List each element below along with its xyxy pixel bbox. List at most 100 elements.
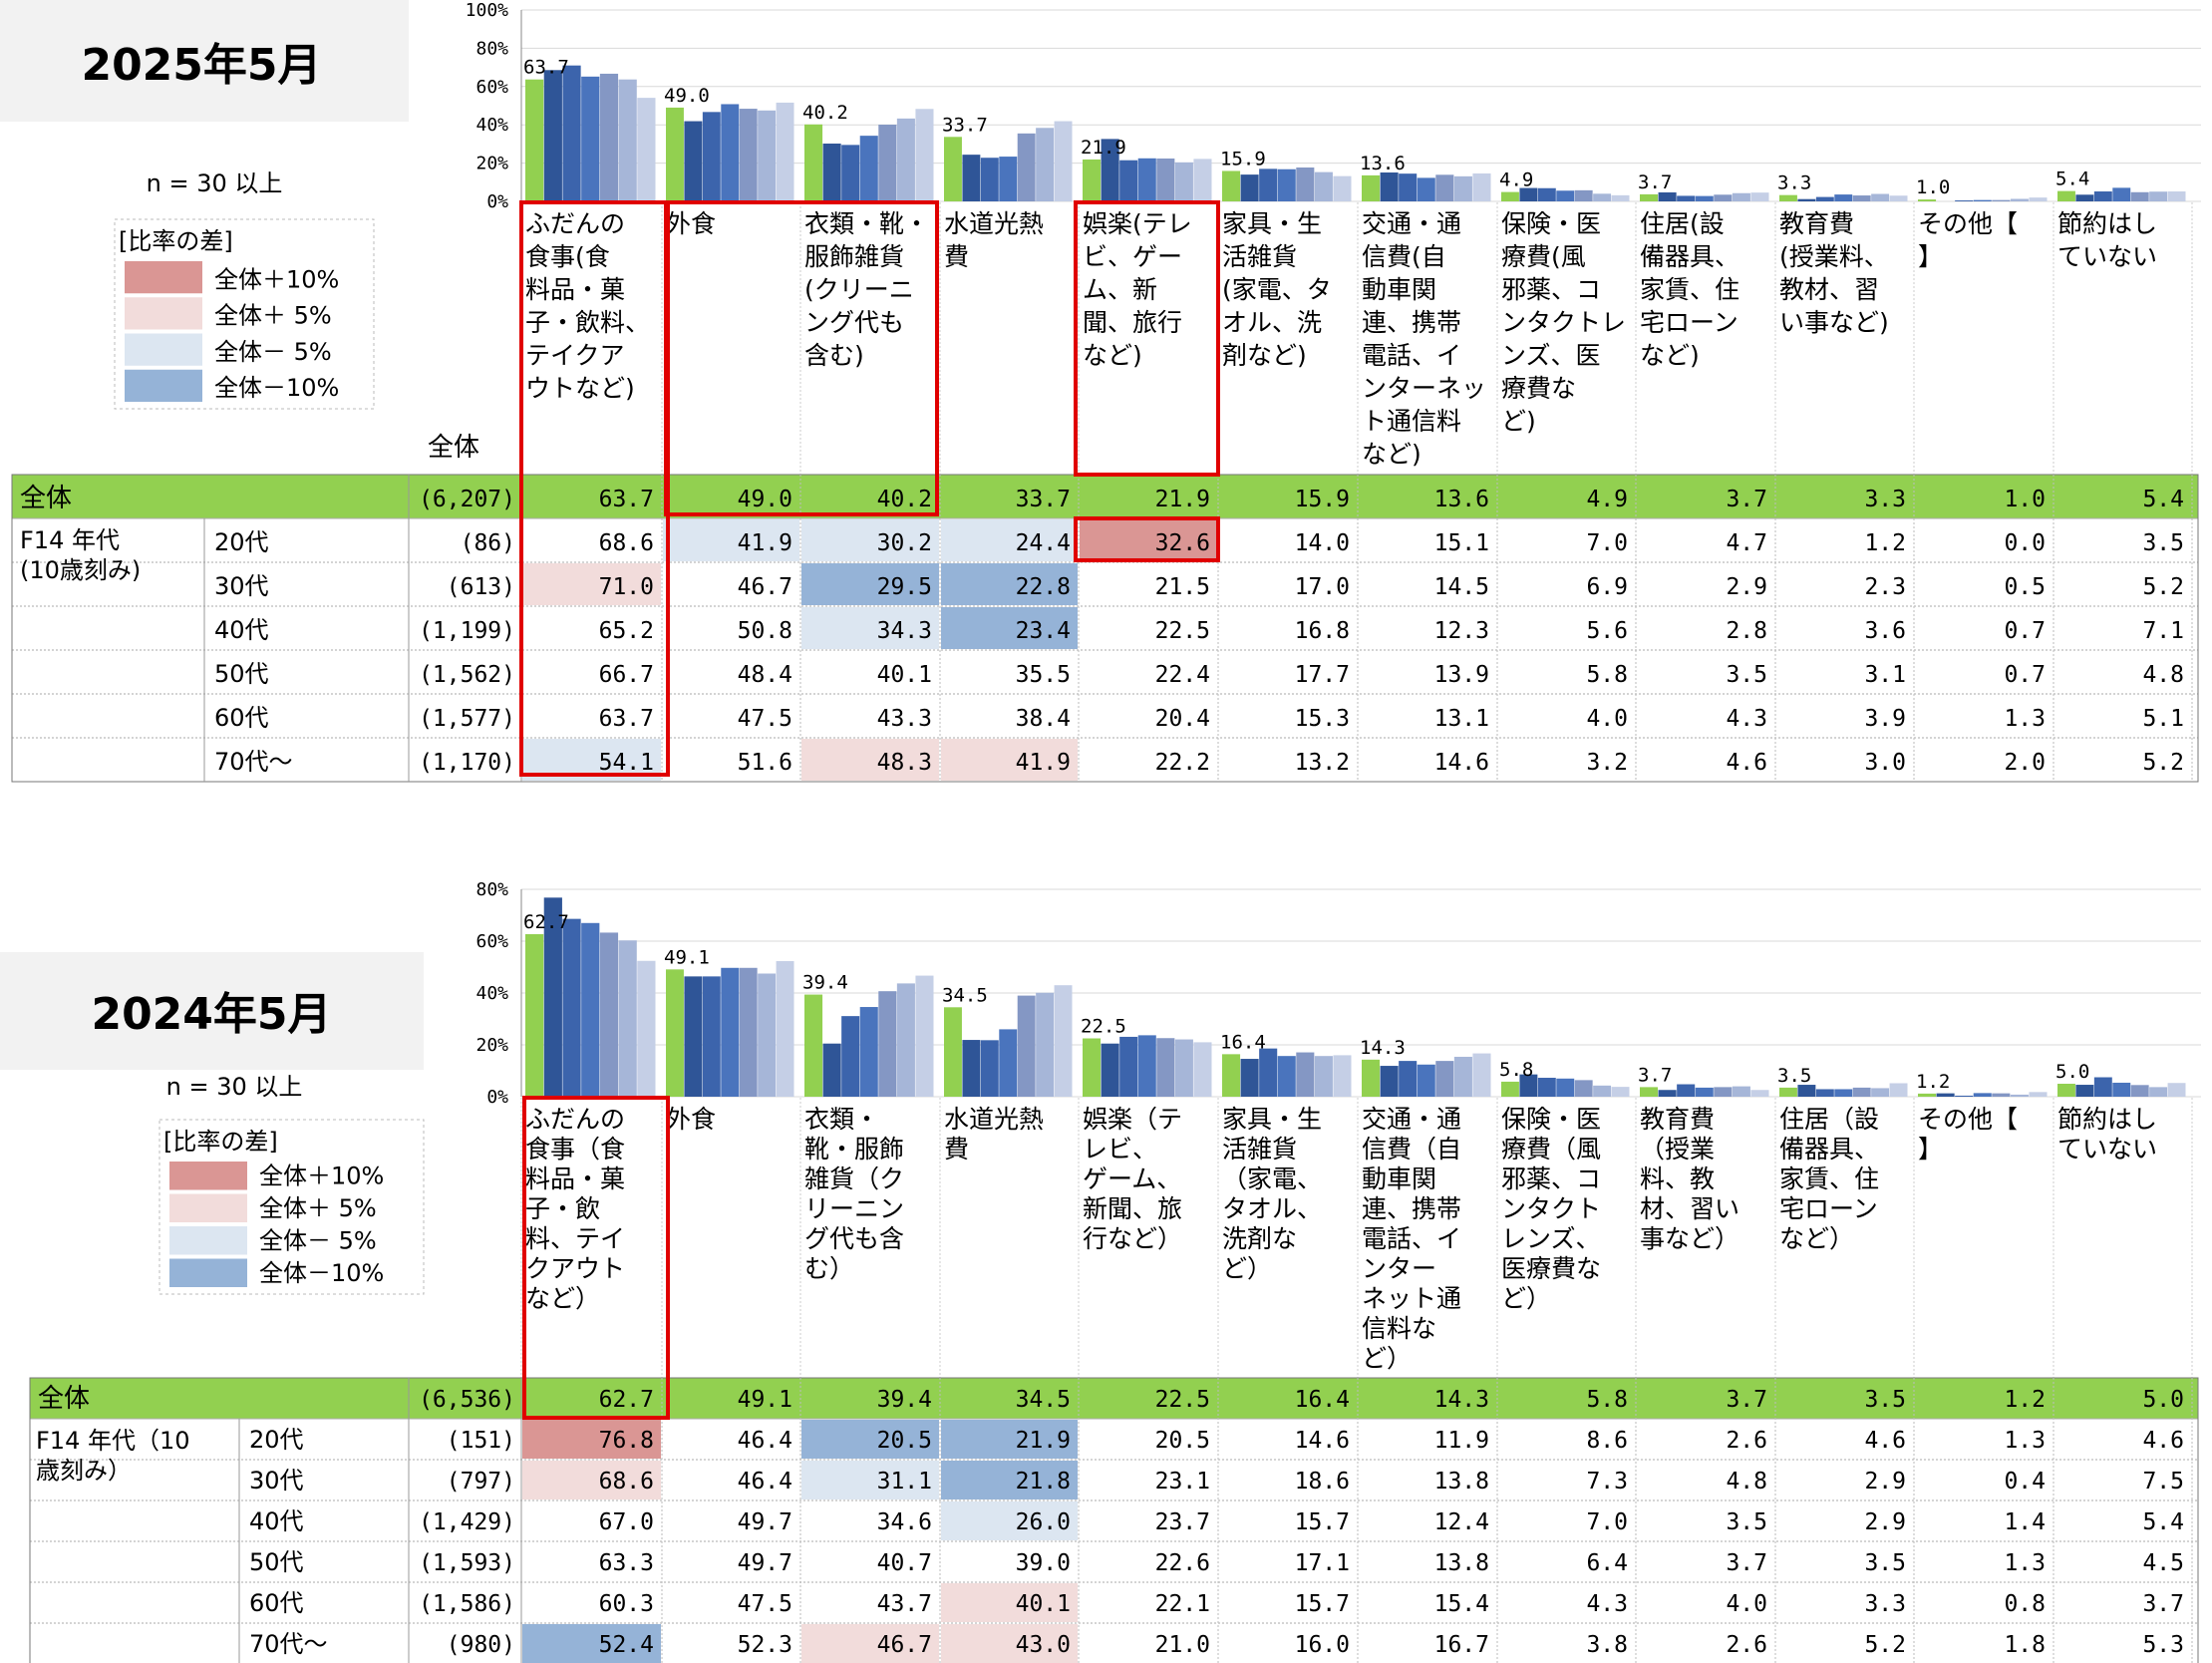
table-cell-value: 1.3 [2004,1428,2046,1454]
bar [1519,187,1538,201]
table-cell-value: 4.6 [2142,1428,2184,1454]
table-cell-value: 49.1 [738,1387,792,1413]
bar [980,158,999,201]
bar [2149,1087,2168,1097]
table-cell-value: 20.5 [1155,1428,1210,1454]
table-cell-value: 38.4 [1016,706,1071,732]
category-header-label: ど） [1222,1254,1272,1283]
row-n: (1,577) [419,706,515,732]
table-cell-value: 40.1 [877,662,932,688]
table-cell-value: 63.7 [599,487,654,512]
table-cell-value: 2.9 [1864,1469,1906,1495]
table-cell-value: 23.4 [1016,618,1071,644]
bar-data-label: 1.0 [1916,176,1950,198]
bar [666,969,684,1097]
category-header-label: ふだんの [525,209,625,238]
bar [1101,139,1119,201]
bar [721,104,740,201]
bar [1834,194,1853,201]
category-header-label: 節約はし [2057,1105,2157,1134]
table-cell-value: 3.7 [1726,487,1767,512]
highlight-box [1074,200,1220,477]
legend-swatch [125,297,202,330]
table-cell-value: 2.9 [1726,574,1767,600]
category-header-label: タオル、 [1222,1194,1322,1223]
table-cell-value: 22.8 [1016,574,1071,600]
diff-cell-highlight [522,563,661,605]
category-header-label: 料品・菓 [525,275,625,304]
legend-item: 全体－10% [259,1259,384,1287]
legend-swatch [169,1226,247,1255]
category-header-label: （家電、 [1222,1164,1322,1193]
category-header-label: 事など） [1640,1224,1739,1253]
row-label: 60代 [249,1589,304,1617]
bar [1677,195,1696,201]
table-cell-value: 7.5 [2142,1469,2184,1495]
table-cell-value: 76.8 [599,1428,654,1454]
table-cell-value: 17.1 [1295,1550,1350,1576]
bar-data-label: 13.6 [1360,153,1406,174]
category-header-label: 住居(設 [1640,209,1725,238]
row-n: (1,429) [419,1509,515,1535]
table-cell-value: 39.4 [877,1387,932,1413]
bar [1453,175,1472,201]
table-cell-value: 4.6 [1864,1428,1906,1454]
table-cell-value: 18.6 [1295,1469,1350,1495]
table-cell-value: 4.8 [2142,662,2184,688]
bar [1992,199,2011,201]
category-header-label: (授業料、 [1779,242,1889,271]
category-header-label: む） [804,1254,854,1283]
table-cell-value: 4.7 [1726,530,1767,556]
y-tick-label: 80% [475,38,508,59]
bar [1611,1087,1630,1097]
table-cell-value: 30.2 [877,530,932,556]
table-cell-value: 46.4 [738,1428,792,1454]
bar [2093,1077,2112,1097]
category-header-label: その他【 [1918,209,2018,238]
table-cell-value: 6.4 [1586,1550,1628,1576]
table-cell-value: 5.3 [2142,1632,2184,1658]
table-cell-value: 3.5 [1864,1550,1906,1576]
category-header-label: 信費（自 [1362,1135,1461,1164]
row-label: 60代 [214,704,269,732]
table-cell-value: 3.9 [1864,706,1906,732]
chart-panel-1: 2024年5月 n = 30 以上 [比率の差] 全体＋10% 全体＋ 5% 全体－ 5%… [0,879,2201,1663]
category-header-label: 教育費 [1779,209,1854,238]
legend-item: 全体－ 5% [214,338,332,366]
row-label: 20代 [214,528,269,556]
bar [999,1029,1018,1097]
category-header-label: 費 [944,1135,969,1164]
bar [1193,159,1212,201]
row-label: 30代 [249,1467,304,1495]
category-header-label: （授業 [1640,1135,1715,1164]
table-cell-value: 17.7 [1295,662,1350,688]
bar-data-label: 15.9 [1220,148,1266,169]
bar [758,110,777,201]
table-cell-value: 2.9 [1864,1509,1906,1535]
category-header-label: 家具・生 [1222,209,1322,238]
table-cell-value: 0.8 [2004,1591,2046,1617]
table-cell-value: 5.2 [2142,750,2184,776]
table-cell-value: 21.9 [1155,487,1210,512]
bar [1240,1059,1259,1097]
bar [1714,194,1733,201]
table-cell-value: 52.4 [599,1632,654,1658]
bar [1918,199,1937,201]
table-cell-value: 1.2 [1864,530,1906,556]
bar [2057,1084,2075,1097]
table-cell-value: 68.6 [599,1469,654,1495]
table-cell-value: 21.8 [1016,1469,1071,1495]
bar [1973,199,1992,201]
category-header-label: ネット通 [1362,1284,1461,1313]
bar-data-label: 3.3 [1777,172,1811,194]
bar [1193,1042,1212,1097]
table-cell-value: 8.6 [1586,1428,1628,1454]
table-cell-value: 22.2 [1155,750,1210,776]
category-header-label: 料品・菓 [525,1164,625,1193]
category-header-label: 療費な [1501,374,1576,403]
category-header-label: 宅ローン [1779,1194,1878,1223]
bar [878,991,897,1097]
row-label: 全体 [20,484,72,513]
row-n: (797) [447,1469,515,1495]
diff-cell-highlight [941,1624,1078,1663]
